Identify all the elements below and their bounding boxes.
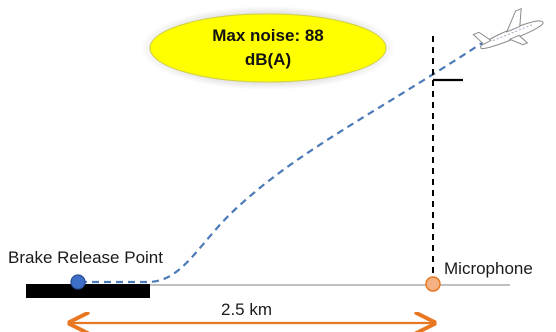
noise-callout-line1: Max noise: 88: [212, 26, 324, 45]
brake-release-marker-icon: [70, 274, 86, 290]
microphone-marker-icon: [425, 276, 441, 292]
brake-release-label: Brake Release Point: [8, 248, 163, 267]
flight-path: [80, 42, 483, 284]
noise-callout-line2: dB(A): [244, 50, 292, 69]
distance-label: 2.5 km: [221, 300, 273, 319]
aircraft-icon: [472, 7, 544, 50]
noise-callout-text: Max noise: 88 dB(A): [158, 24, 378, 72]
microphone-label: Microphone: [444, 259, 533, 278]
noise-callout: [149, 13, 387, 83]
runway: [26, 284, 150, 298]
